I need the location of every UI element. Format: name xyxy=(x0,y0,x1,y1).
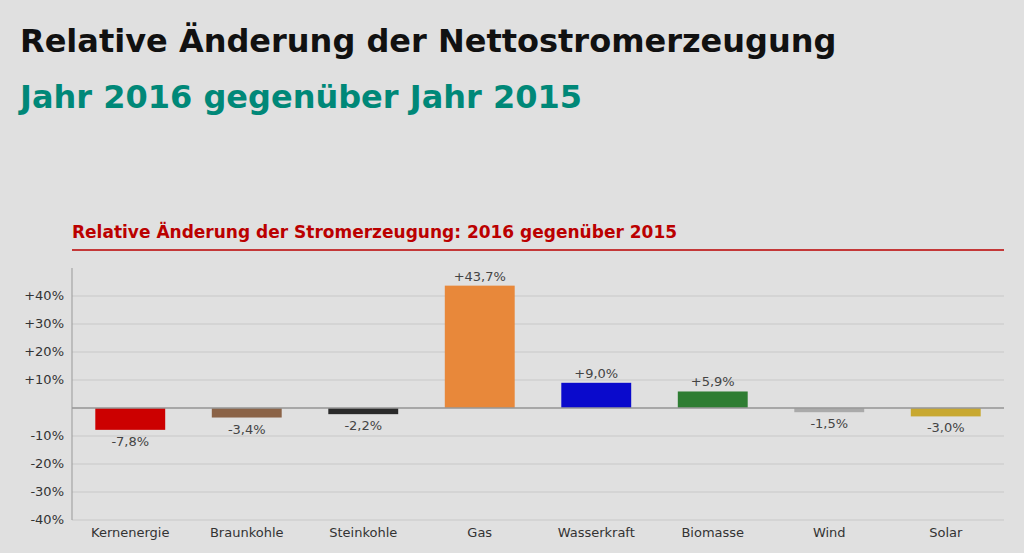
data-label: +43,7% xyxy=(454,269,506,284)
grid-line xyxy=(72,492,1004,493)
page: {"chart_data": {"type": "bar", "title": … xyxy=(0,0,1024,553)
data-label: +5,9% xyxy=(691,374,735,389)
data-label: -2,2% xyxy=(344,418,382,433)
bar xyxy=(561,383,631,408)
x-tick-label: Gas xyxy=(467,525,492,540)
x-tick-label: Solar xyxy=(929,525,963,540)
bar xyxy=(445,286,515,408)
bar xyxy=(212,408,282,418)
y-tick-label: -30% xyxy=(30,484,64,499)
zero-line xyxy=(72,407,1004,409)
data-label: -3,4% xyxy=(228,422,266,437)
y-tick-label: -10% xyxy=(30,428,64,443)
grid-line xyxy=(72,464,1004,465)
annotation-rule xyxy=(72,249,1004,251)
grid-line xyxy=(72,408,1004,409)
grid-line xyxy=(72,296,1004,297)
y-axis-line xyxy=(72,268,73,520)
grid-line xyxy=(72,324,1004,325)
grid-line xyxy=(72,352,1004,353)
x-tick-label: Braunkohle xyxy=(210,525,284,540)
data-label: +9,0% xyxy=(574,366,618,381)
data-label: -1,5% xyxy=(810,416,848,431)
data-label: -7,8% xyxy=(111,434,149,449)
grid-line xyxy=(72,520,1004,521)
x-tick-label: Steinkohle xyxy=(329,525,397,540)
y-tick-label: +20% xyxy=(24,344,64,359)
y-ticks: -40% -30% -20% -10% +10% +20% +30% +40% xyxy=(24,288,64,527)
annotation: Relative Änderung der Stromerzeugung: 20… xyxy=(72,221,677,242)
data-labels: -7,8% -3,4% -2,2% +43,7% +9,0% +5,9% -1,5% -3,0… xyxy=(111,269,964,449)
bar xyxy=(328,408,398,414)
y-tick-label: +40% xyxy=(24,288,64,303)
x-tick-label: Wasserkraft xyxy=(558,525,635,540)
grid-line xyxy=(72,436,1004,437)
bar xyxy=(678,391,748,408)
bar xyxy=(911,408,981,416)
x-tick-label: Biomasse xyxy=(681,525,744,540)
data-label: -3,0% xyxy=(927,420,965,435)
background xyxy=(0,0,1024,553)
y-tick-label: +10% xyxy=(24,372,64,387)
subtitle: Jahr 2016 gegenüber Jahr 2015 xyxy=(18,78,582,116)
y-tick-label: -40% xyxy=(30,512,64,527)
grid xyxy=(72,296,1004,520)
chart: Relative Änderung der Nettostromerzeugun… xyxy=(0,0,1024,553)
x-tick-label: Kernenergie xyxy=(91,525,169,540)
bar xyxy=(95,408,165,430)
grid-line xyxy=(72,380,1004,381)
x-ticks: Kernenergie Braunkohle Steinkohle Gas Wasser… xyxy=(91,525,963,540)
title: Relative Änderung der Nettostromerzeugun… xyxy=(20,22,836,60)
x-tick-label: Wind xyxy=(813,525,846,540)
y-tick-label: -20% xyxy=(30,456,64,471)
y-tick-label: +30% xyxy=(24,316,64,331)
